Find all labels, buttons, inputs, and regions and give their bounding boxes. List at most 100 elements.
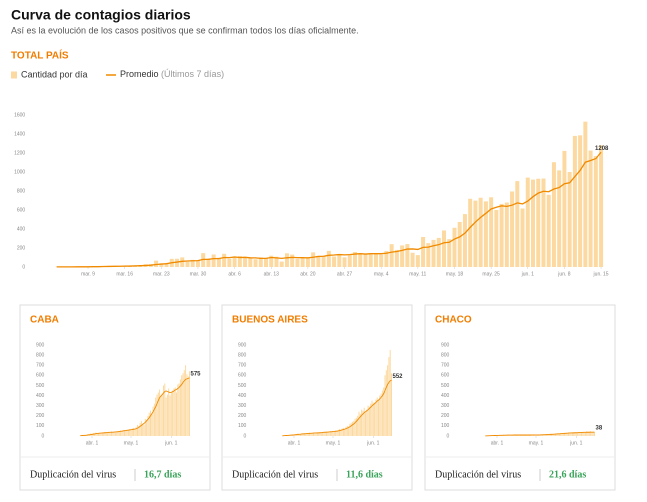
bar xyxy=(389,350,391,436)
bar xyxy=(363,407,365,436)
bar xyxy=(394,249,399,267)
bar xyxy=(264,258,269,267)
bar xyxy=(562,432,564,436)
bar xyxy=(436,237,441,267)
bar xyxy=(306,432,308,436)
y-tick-label: 700 xyxy=(441,363,450,369)
chart: CABA 0 100 200 300 400 500 600 700 800 900 abr. 1 ma… xyxy=(20,315,210,481)
bar xyxy=(368,406,370,436)
x-tick-label: jun. 1 xyxy=(366,440,379,446)
bar xyxy=(591,431,593,436)
bar xyxy=(542,434,543,436)
bar xyxy=(183,370,185,436)
bar xyxy=(599,145,604,267)
bar xyxy=(111,431,112,436)
legend-label: Promedio (Últimos 7 días) xyxy=(120,69,224,79)
bar xyxy=(181,375,183,436)
y-tick-label: 900 xyxy=(36,342,45,348)
bar xyxy=(509,435,511,436)
y-tick-label: 1200 xyxy=(14,150,25,156)
footer-value: 21,6 días xyxy=(549,469,586,480)
bar xyxy=(400,245,405,267)
bar xyxy=(121,430,123,436)
bar xyxy=(122,429,124,436)
bar xyxy=(125,430,127,436)
bar xyxy=(320,432,322,436)
bar xyxy=(154,260,159,267)
legend-swatch xyxy=(11,71,17,79)
bar xyxy=(301,433,303,436)
bar xyxy=(565,432,567,436)
x-tick-label: may. 4 xyxy=(374,271,389,277)
bar xyxy=(114,432,116,436)
bar xyxy=(126,429,128,436)
y-tick-label: 900 xyxy=(238,342,247,348)
x-tick-label: mar. 30 xyxy=(190,271,207,277)
y-tick-label: 600 xyxy=(36,373,45,379)
x-tick-label: jun. 1 xyxy=(569,440,582,446)
bar xyxy=(314,433,316,436)
bar xyxy=(426,243,431,267)
bar xyxy=(350,422,352,436)
x-tick-label: mar. 23 xyxy=(153,271,170,277)
bar xyxy=(157,392,159,436)
y-tick-label: 500 xyxy=(441,383,450,389)
y-tick-label: 0 xyxy=(447,433,450,439)
bar xyxy=(146,419,148,436)
bar xyxy=(489,197,494,267)
legend-label: Cantidad por día xyxy=(21,69,88,79)
bar xyxy=(522,435,524,436)
bar xyxy=(581,432,582,436)
bar xyxy=(347,255,352,267)
bar xyxy=(545,434,547,436)
bar xyxy=(344,428,346,436)
bar xyxy=(384,251,389,267)
y-tick-label: 600 xyxy=(238,373,247,379)
y-tick-label: 800 xyxy=(17,188,26,194)
bar xyxy=(341,428,343,436)
bar xyxy=(549,433,551,436)
bar xyxy=(298,434,300,436)
bar xyxy=(583,432,585,436)
bar xyxy=(96,433,98,436)
card xyxy=(221,304,413,491)
bar xyxy=(173,388,175,436)
y-tick-label: 300 xyxy=(238,403,247,409)
bar xyxy=(332,256,337,267)
bar xyxy=(139,422,141,436)
bar xyxy=(381,390,383,436)
bar xyxy=(584,431,586,436)
bar xyxy=(514,435,516,436)
bar xyxy=(389,244,394,267)
bar xyxy=(169,395,171,436)
y-tick-label: 700 xyxy=(36,363,45,369)
bar xyxy=(582,431,584,436)
y-tick-label: 100 xyxy=(238,423,247,429)
y-tick-label: 200 xyxy=(238,413,247,419)
bar xyxy=(560,433,562,436)
footer-label: Duplicación del virus xyxy=(232,469,318,480)
bar xyxy=(165,397,167,436)
bar xyxy=(95,432,97,436)
bar xyxy=(415,255,420,267)
bar xyxy=(349,423,351,436)
bar xyxy=(319,432,321,436)
y-tick-label: 200 xyxy=(17,245,26,251)
bar xyxy=(147,415,149,436)
bar xyxy=(150,410,151,436)
bar xyxy=(174,387,176,436)
bar xyxy=(504,202,509,267)
x-tick-label: may. 11 xyxy=(409,271,426,277)
bar xyxy=(375,399,377,436)
x-tick-label: may. 25 xyxy=(482,271,500,277)
bar xyxy=(558,433,560,436)
x-tick-label: mar. 16 xyxy=(116,271,133,277)
bar xyxy=(327,431,329,436)
bar xyxy=(353,420,355,436)
bar xyxy=(551,162,556,267)
bar xyxy=(168,388,170,436)
bar xyxy=(574,432,576,436)
bar xyxy=(527,434,529,436)
bar xyxy=(124,430,125,436)
bar xyxy=(494,210,499,267)
